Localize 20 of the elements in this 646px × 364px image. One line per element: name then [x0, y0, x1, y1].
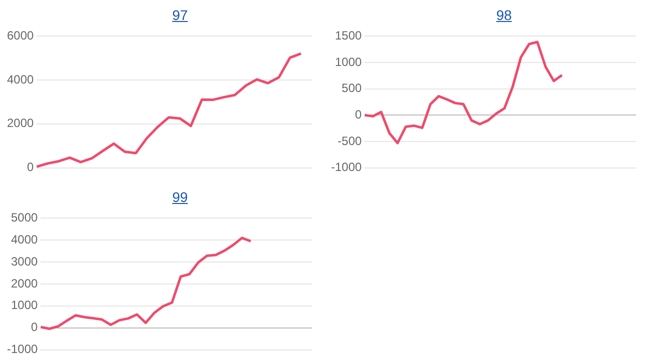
- y-tick-label: 2000: [6, 116, 34, 130]
- y-tick-label: 1500: [334, 28, 362, 43]
- y-tick-label: 0: [355, 107, 362, 122]
- chart-title: 99: [171, 188, 189, 207]
- y-tick-label: -1000: [6, 342, 38, 356]
- y-tick-label: -500: [338, 134, 362, 148]
- y-tick-label: 1000: [10, 298, 38, 312]
- y-tick-label: 4000: [10, 232, 38, 246]
- y-tick-label: 5000: [10, 210, 38, 225]
- y-tick-label: 3000: [10, 254, 38, 268]
- chart-title: 98: [495, 6, 513, 25]
- y-tick-label: 500: [342, 81, 362, 96]
- y-tick-label: -1000: [330, 160, 362, 174]
- y-tick-label: 1000: [334, 54, 362, 69]
- y-tick-label: 4000: [6, 72, 34, 86]
- chart-title: 97: [171, 6, 189, 25]
- y-tick-label: 0: [27, 160, 34, 174]
- y-tick-label: 0: [31, 320, 38, 334]
- y-tick-label: 2000: [10, 276, 38, 290]
- y-tick-label: 6000: [6, 28, 34, 43]
